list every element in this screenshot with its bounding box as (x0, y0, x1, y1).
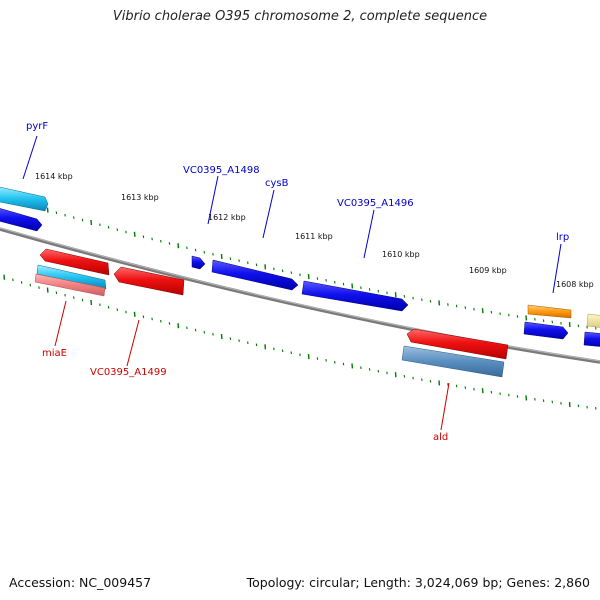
gene-label-vc0395-a1499[interactable]: VC0395_A1499 (90, 367, 167, 378)
feature-upper-left-blue[interactable] (0, 207, 43, 232)
leader-line-cysB (262, 189, 275, 239)
kbp-label: 1608 kbp (556, 280, 594, 289)
leader-line-vc0395-a1496 (363, 209, 375, 259)
kbp-label: 1610 kbp (382, 250, 420, 259)
leader-line-vc0395-a1498 (207, 175, 219, 225)
gene-label-lrp[interactable]: lrp (556, 232, 569, 243)
feature-vc0395-a1499[interactable] (113, 266, 185, 296)
kbp-label: 1612 kbp (208, 213, 246, 222)
map-title: Vibrio cholerae O395 chromosome 2, compl… (112, 9, 488, 24)
gene-label-cysB[interactable]: cysB (265, 178, 289, 189)
feature-miaE[interactable] (34, 248, 110, 297)
feature-pyrF[interactable] (0, 186, 49, 212)
leader-line-pyrF (22, 135, 38, 180)
gene-label-pyrF[interactable]: pyrF (26, 121, 48, 132)
accession-text: Accession: NC_009457 (9, 575, 152, 590)
kbp-label: 1613 kbp (121, 193, 159, 202)
leader-line-lrp (552, 243, 562, 294)
feature-cysB[interactable] (211, 259, 299, 291)
gene-label-vc0395-a1496[interactable]: VC0395_A1496 (337, 198, 414, 209)
feature-right-edge[interactable] (583, 313, 600, 347)
feature-lrp[interactable] (523, 304, 572, 340)
leader-line-ald (440, 382, 450, 431)
feature-ald[interactable] (401, 328, 509, 378)
gene-label-miaE[interactable]: miaE (42, 348, 67, 359)
kbp-label: 1614 kbp (35, 172, 73, 181)
feature-vc0395-a1496[interactable] (301, 280, 409, 312)
leader-line-miaE (54, 300, 67, 347)
feature-vc0395-a1498[interactable] (191, 255, 206, 270)
leader-line-vc0395-a1499 (126, 319, 140, 367)
kbp-label: 1609 kbp (469, 266, 507, 275)
gene-label-ald[interactable]: ald (433, 432, 448, 443)
kbp-label: 1611 kbp (295, 232, 333, 241)
topology-summary-text: Topology: circular; Length: 3,024,069 bp… (246, 575, 590, 590)
kbp-tick-row-lower (3, 274, 597, 410)
gene-label-vc0395-a1498[interactable]: VC0395_A1498 (183, 165, 260, 176)
chromosome-backbone (0, 227, 600, 364)
